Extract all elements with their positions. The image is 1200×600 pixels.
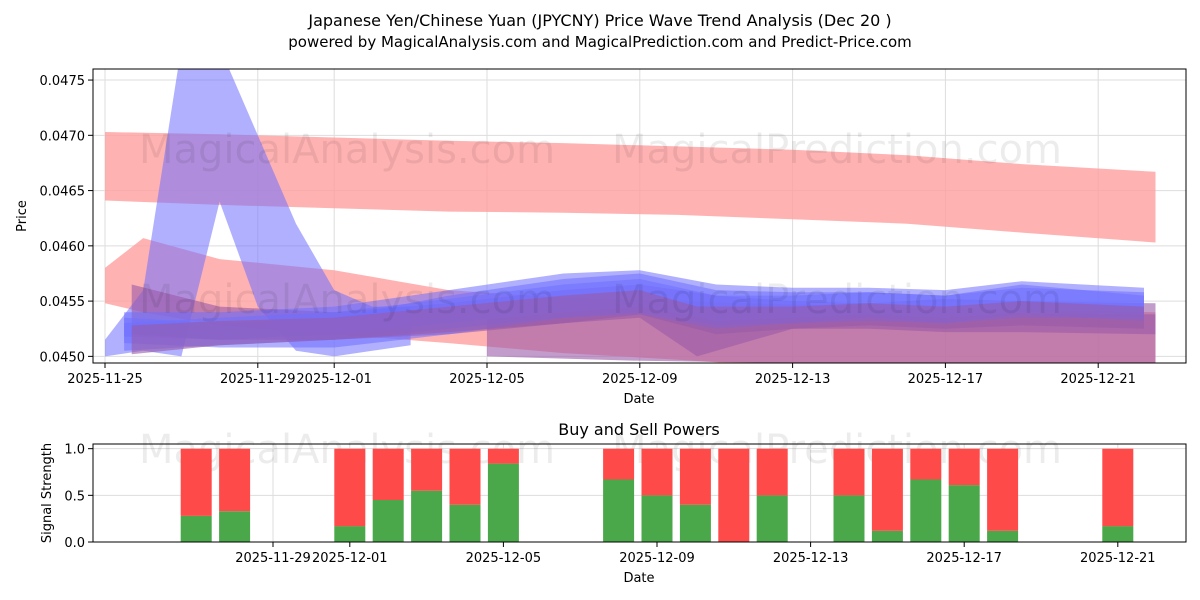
buy-bar [372, 500, 404, 542]
price-x-tick-label: 2025-12-09 [602, 372, 678, 387]
sell-bar [641, 448, 673, 496]
sell-bar [871, 448, 903, 531]
sell-bar [411, 448, 443, 491]
sell-bar [487, 448, 519, 464]
buy-bar [987, 530, 1019, 542]
signal-x-tick-label: 2025-12-05 [466, 551, 542, 566]
price-y-ticks: 0.0450 0.0455 0.0460 0.0465 0.0470 0.0475 [40, 74, 93, 365]
buy-bar [833, 495, 865, 542]
signal-x-tick-label: 2025-12-17 [926, 551, 1002, 566]
buy-bar [871, 530, 903, 542]
signal-x-tick-label: 2025-12-01 [312, 551, 388, 566]
signal-x-tick-label: 2025-12-09 [619, 551, 695, 566]
price-x-tick-label: 2025-12-05 [449, 372, 525, 387]
sell-bar [756, 448, 788, 496]
buy-bar [334, 526, 366, 542]
price-y-tick-label: 0.0450 [40, 350, 86, 365]
chart-subtitle: powered by MagicalAnalysis.com and Magic… [288, 33, 912, 51]
signal-panel: Buy and Sell Powers MagicalAnalysis.com … [40, 420, 1187, 586]
price-x-tick-label: 2025-11-29 [220, 372, 296, 387]
sell-bar [372, 448, 404, 500]
buy-bar [487, 463, 519, 542]
sell-bar [987, 448, 1019, 531]
price-bands [105, 69, 1156, 363]
price-band-0 [105, 132, 1156, 243]
buy-bar [603, 479, 635, 542]
watermark-prediction-top: MagicalPrediction.com [612, 127, 1062, 173]
sell-bar [180, 448, 212, 516]
sell-bar [603, 448, 635, 480]
buy-bar [411, 490, 443, 542]
signal-y-ticks: 0.0 0.5 1.0 [64, 443, 93, 551]
sell-bar [1102, 448, 1134, 527]
buy-bar [641, 495, 673, 542]
buy-bar [910, 479, 942, 542]
signal-x-ticks: 2025-11-29 2025-12-01 2025-12-05 2025-12-09… [235, 542, 1156, 566]
signal-title: Buy and Sell Powers [558, 420, 720, 439]
sell-bar [334, 448, 366, 527]
sell-bar [449, 448, 481, 505]
signal-plot-frame [92, 443, 1187, 543]
price-x-tick-label: 2025-12-21 [1060, 372, 1136, 387]
sell-bar [833, 448, 865, 496]
price-y-tick-label: 0.0475 [40, 74, 86, 89]
signal-x-axis-label: Date [623, 571, 654, 586]
price-x-tick-label: 2025-12-17 [908, 372, 984, 387]
price-y-tick-label: 0.0465 [40, 185, 86, 200]
watermark-analysis-top: MagicalAnalysis.com [139, 127, 555, 173]
signal-y-tick-label: 1.0 [64, 443, 85, 458]
price-y-tick-label: 0.0460 [40, 240, 86, 255]
signal-y-axis-label: Signal Strength [40, 443, 55, 543]
buy-bar [679, 504, 711, 542]
buy-bar [180, 515, 212, 542]
buy-bar [1102, 526, 1134, 542]
price-x-tick-label: 2025-12-01 [296, 372, 372, 387]
chart-title: Japanese Yen/Chinese Yuan (JPYCNY) Price… [307, 11, 891, 30]
signal-y-tick-label: 0.0 [64, 536, 85, 551]
buy-bar [449, 504, 481, 542]
sell-bar [948, 448, 980, 486]
signal-x-tick-label: 2025-12-13 [773, 551, 849, 566]
price-x-ticks: 2025-11-25 2025-11-29 2025-12-01 2025-12-05… [67, 363, 1136, 387]
sell-bar [718, 448, 750, 542]
price-x-tick-label: 2025-12-13 [755, 372, 831, 387]
price-y-axis-label: Price [15, 200, 30, 232]
price-panel: MagicalAnalysis.com MagicalPrediction.co… [15, 68, 1187, 407]
sell-bar [219, 448, 251, 512]
price-x-axis-label: Date [623, 392, 654, 407]
watermark-analysis-mid: MagicalAnalysis.com [139, 277, 555, 323]
price-band-2 [105, 69, 411, 357]
price-band-8 [131, 290, 1144, 357]
sell-bar [679, 448, 711, 505]
signal-y-tick-label: 0.5 [64, 489, 85, 504]
buy-bar [948, 485, 980, 542]
buy-bar [756, 495, 788, 542]
watermark-prediction-mid: MagicalPrediction.com [612, 277, 1062, 323]
sell-bar [910, 448, 942, 480]
signal-x-tick-label: 2025-11-29 [235, 551, 311, 566]
buy-bar [219, 511, 251, 542]
price-x-tick-label: 2025-11-25 [67, 372, 143, 387]
price-y-tick-label: 0.0455 [40, 295, 86, 310]
signal-bars [180, 448, 1134, 542]
price-y-tick-label: 0.0470 [40, 129, 86, 144]
signal-x-tick-label: 2025-12-21 [1080, 551, 1156, 566]
